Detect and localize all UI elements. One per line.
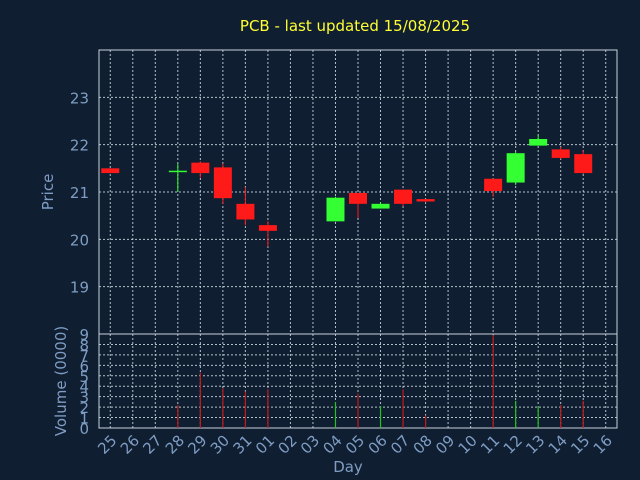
x-tick-label: 16 [590,432,616,458]
volume-tick-label: 3 [79,389,89,407]
volume-tick-label: 1 [79,410,89,428]
candle [506,151,525,185]
price-tick-label: 23 [70,89,89,107]
candle [349,192,367,219]
candle [213,163,232,204]
candle [191,161,210,178]
candle-body [506,153,525,183]
volume-tick-label: 9 [79,326,89,344]
candle-body [326,197,345,222]
volume-tick-label: 5 [79,368,89,386]
volume-axis-label: Volume (0000) [52,326,70,436]
candle [394,189,413,207]
candle-body [168,170,187,173]
candle-body [416,199,435,202]
candle [484,178,503,197]
volume-tick-label: 2 [79,399,89,417]
volume-tick-label: 4 [79,378,89,396]
price-tick-label: 20 [70,231,89,249]
x-axis-label: Day [333,458,363,476]
candle [258,221,277,247]
volume-tick-label: 7 [79,347,89,365]
candle [236,187,255,226]
volume-tick-label: 8 [79,336,89,354]
candle [416,199,435,203]
candle [101,168,120,174]
candle-body [236,203,255,220]
candle-body [101,168,120,174]
price-panel: 19 20 21 22 23 [70,49,618,335]
x-axis: 2526272829303101020304050607080910111213… [94,432,616,458]
candle-body [258,225,277,231]
candle-body [484,178,503,192]
candle-body [371,203,390,209]
candle-body [551,149,570,158]
candle [326,196,345,222]
volume-tick-label: 6 [79,357,89,375]
candle-body [574,154,593,174]
candle [551,147,570,159]
chart-title: PCB - last updated 15/08/2025 [240,17,470,35]
candle [168,163,187,192]
candle [371,202,390,209]
candle-body [394,189,413,204]
candle-body [349,192,367,204]
price-tick-label: 21 [70,184,89,202]
candle-body [213,167,232,199]
price-tick-label: 22 [70,137,89,155]
price-tick-label: 19 [70,279,89,297]
price-axis-label: Price [39,174,57,211]
volume-tick-label: 0 [79,420,89,438]
candle [529,135,548,146]
candle-body [529,138,548,146]
candle [574,150,593,175]
candle-body [191,162,210,174]
